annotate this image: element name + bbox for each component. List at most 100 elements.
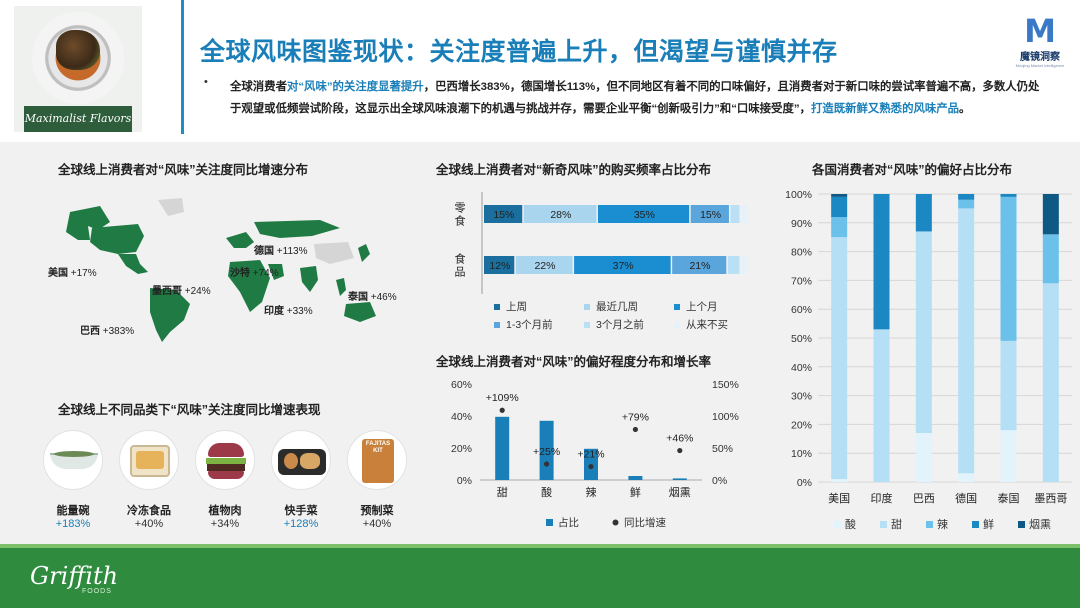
map-label-saudi: 沙特 +74% xyxy=(230,268,279,279)
category-value: +40% xyxy=(134,518,164,530)
arabia-shape xyxy=(268,264,284,280)
fajitas-kit-icon: FAJITAS KIT xyxy=(347,430,407,490)
freq-legend-label: 最近几周 xyxy=(596,300,638,313)
category-value: +34% xyxy=(210,518,240,530)
pref-growth-label: +79% xyxy=(622,411,649,423)
pref-growth-label: +21% xyxy=(577,449,604,461)
country-tick: 80% xyxy=(791,247,812,259)
jar-label-2: KIT xyxy=(373,448,383,454)
pref-left-tick: 60% xyxy=(451,379,472,391)
thailand-shape xyxy=(336,278,346,296)
pref-category-label: 酸 xyxy=(541,485,552,499)
category-name: 预制菜 xyxy=(360,505,394,517)
pref-legend-swatch xyxy=(612,519,619,526)
freq-bar-segment xyxy=(523,205,597,223)
map-panel-title: 全球线上消费者对“风味”关注度同比增速分布 xyxy=(58,163,309,177)
freq-bar-segment xyxy=(574,256,671,274)
country-category-label: 美国 xyxy=(828,492,850,505)
freq-category-label: 零 xyxy=(455,202,466,215)
pref-legend-swatch xyxy=(546,519,553,526)
country-legend-swatch xyxy=(1018,521,1025,528)
freq-legend-swatch xyxy=(494,322,500,328)
freq-legend-swatch xyxy=(674,322,680,328)
summary-paragraph: 全球消费者对“风味”的关注度显著提升，巴西增长383%，德国增长113%，但不同… xyxy=(230,76,1042,120)
freq-bar-segment xyxy=(727,256,740,274)
pref-bar xyxy=(672,478,687,480)
category-value: +128% xyxy=(283,518,319,530)
country-category-label: 墨西哥 xyxy=(1034,492,1067,505)
para-highlight-2: 打造既新鲜又熟悉的风味产品 xyxy=(810,103,960,115)
country-legend-swatch xyxy=(972,521,979,528)
griffith-sub: FOODS xyxy=(82,588,112,595)
greenland-shape xyxy=(158,198,184,216)
footer-accent-line xyxy=(0,544,1080,548)
pref-legend-label: 同比增速 xyxy=(624,516,666,529)
category-name: 植物肉 xyxy=(208,505,242,517)
australia-shape xyxy=(344,302,376,322)
country-chart-title: 各国消费者对“风味”的偏好占比分布 xyxy=(812,163,1013,177)
category-name: 能量碗 xyxy=(56,505,90,517)
usa-shape xyxy=(90,224,144,254)
freq-data-label: 37% xyxy=(613,260,634,272)
pref-category-label: 甜 xyxy=(497,486,508,499)
country-bar-segment xyxy=(1042,234,1059,284)
freq-legend-label: 从来不买 xyxy=(686,319,728,331)
mexico-shape xyxy=(118,254,148,274)
energy-bowl-icon xyxy=(43,430,103,490)
country-tick: 30% xyxy=(791,391,812,403)
pref-legend-label: 占比 xyxy=(558,516,579,529)
freq-data-label: 15% xyxy=(700,209,721,221)
country-tick: 100% xyxy=(785,189,812,201)
country-chart: 0% 10% 20% 30% 40% 50% 60% 70% 80% 90% 100% 美国 印度 巴西 德… xyxy=(785,189,1072,531)
freq-category-label: 食 xyxy=(455,252,466,266)
country-legend-swatch xyxy=(926,521,933,528)
country-tick: 20% xyxy=(791,419,812,431)
country-bar-segment xyxy=(1000,340,1017,431)
freq-legend-swatch xyxy=(494,304,500,310)
freq-data-label: 12% xyxy=(489,260,510,272)
map-label-india: 印度 +33% xyxy=(264,306,313,317)
map-label-brazil: 巴西 +383% xyxy=(80,326,135,337)
country-bar-segment xyxy=(831,217,848,238)
category-quick-meal: 快手菜 +128% xyxy=(268,430,334,530)
freq-category-label: 品 xyxy=(455,266,466,279)
moojing-logo: M 魔镜洞察 Moojing Market Intelligence xyxy=(1012,14,1068,70)
world-map xyxy=(66,198,376,342)
category-prepared-dish: FAJITAS KIT 预制菜 +40% xyxy=(344,430,410,530)
country-bar-segment xyxy=(1042,194,1059,235)
country-tick: 70% xyxy=(791,275,812,287)
country-legend-label: 鲜 xyxy=(983,517,994,531)
thumb-label: Maximalist Flavors xyxy=(24,106,132,132)
pref-growth-dot xyxy=(632,426,638,433)
freq-legend-label: 1-3个月前 xyxy=(506,318,553,331)
freq-data-label: 15% xyxy=(493,209,514,221)
freq-legend-swatch xyxy=(584,322,590,328)
pref-bar xyxy=(495,416,510,480)
category-energy-bowl: 能量碗 +183% xyxy=(40,430,106,530)
para-part-1: 全球消费者 xyxy=(230,81,287,93)
map-label-usa: 美国 +17% xyxy=(48,268,97,279)
country-category-label: 巴西 xyxy=(913,493,935,505)
freq-legend-label: 3个月之前 xyxy=(596,318,644,331)
pref-growth-label: +25% xyxy=(533,446,560,458)
pref-left-tick: 20% xyxy=(451,443,472,455)
content-area: 全球线上消费者对“风味”关注度同比增速分布 美国 +17% 墨西哥 +24% 巴… xyxy=(0,142,1080,544)
logo-letter: M xyxy=(1024,12,1056,50)
pref-right-tick: 100% xyxy=(712,411,739,423)
country-bar-segment xyxy=(915,433,932,482)
freq-chart-title: 全球线上消费者对“新奇风味”的购买频率占比分布 xyxy=(436,163,712,177)
country-tick: 60% xyxy=(791,304,812,316)
country-tick: 50% xyxy=(791,333,812,345)
country-bar-segment xyxy=(1000,194,1017,197)
freq-chart: 零食 15% 28% 35% 15% 食品 12% 22% 37% 21% 上周 最近几周 上个月 1-3… xyxy=(455,192,748,331)
freq-legend-swatch xyxy=(674,304,680,310)
pref-category-label: 烟熏 xyxy=(669,485,691,499)
pref-growth-dot xyxy=(588,463,594,470)
pref-right-tick: 0% xyxy=(712,475,727,487)
maximalist-flavors-image: Maximalist Flavors xyxy=(14,6,142,132)
freq-bar-segment xyxy=(741,256,748,274)
africa-shape xyxy=(228,260,270,312)
country-bar-segment xyxy=(1000,430,1017,482)
pref-chart: 0% 20% 40% 60% 0% 50% 100% 150% +109% 甜 +25% 酸 +21% 辣… xyxy=(451,379,739,529)
freq-legend-label: 上周 xyxy=(506,301,527,313)
